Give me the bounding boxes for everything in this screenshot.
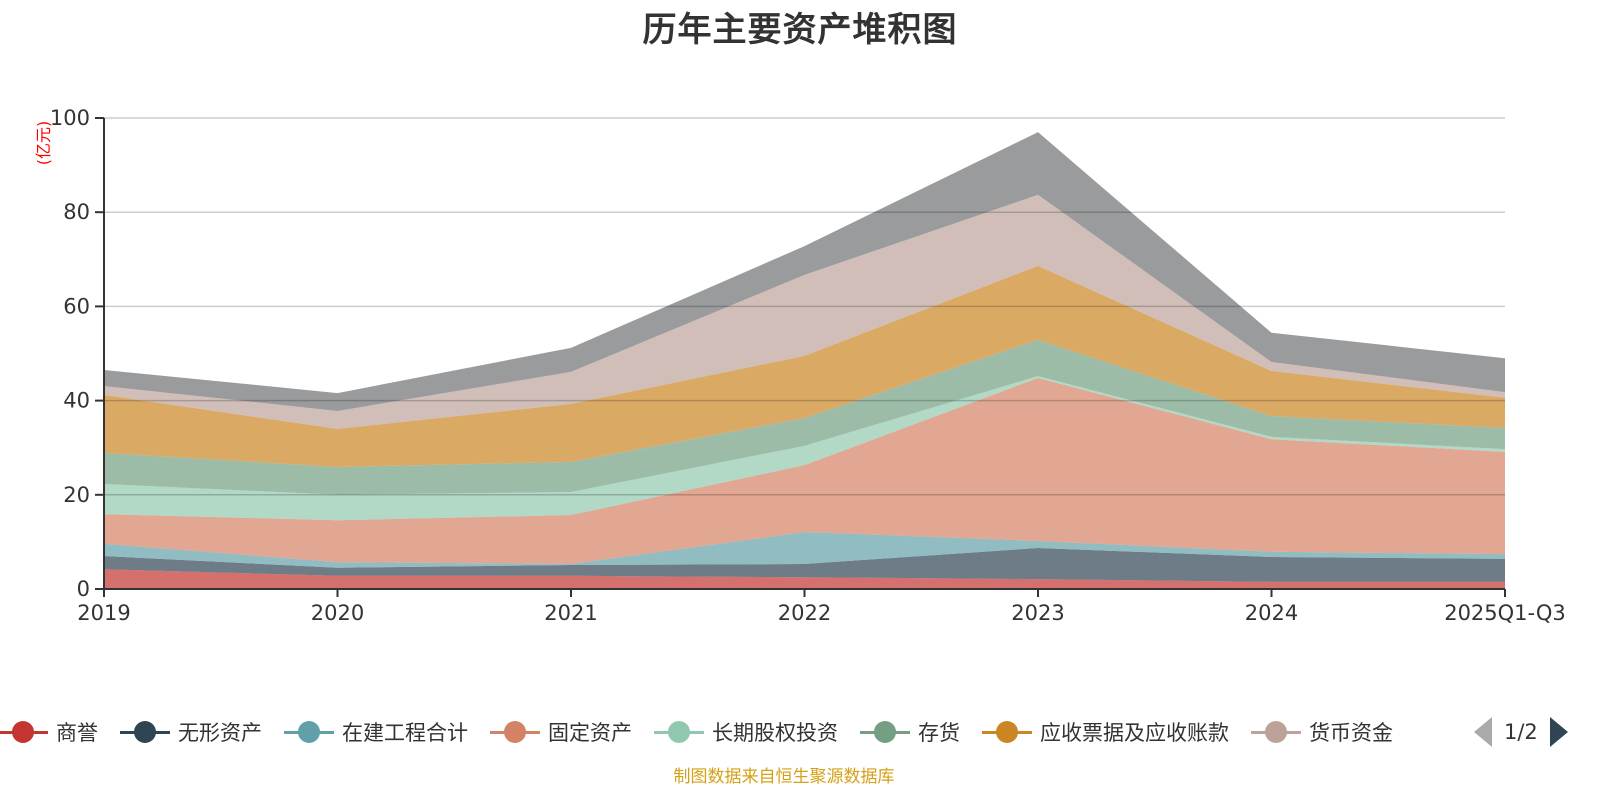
area-series-6 <box>104 339 1505 495</box>
legend-marker-icon <box>982 720 1032 744</box>
legend-marker-icon <box>1251 720 1301 744</box>
area-series-3 <box>104 532 1505 568</box>
area-series-7 <box>104 265 1505 468</box>
legend-marker-icon <box>654 720 704 744</box>
legend-next-page-button[interactable] <box>1549 717 1568 747</box>
legend-prev-page-button[interactable] <box>1474 717 1492 747</box>
area-series-1 <box>104 569 1505 589</box>
x-tick-label: 2021 <box>544 601 597 625</box>
y-tick-label: 40 <box>63 389 90 413</box>
y-tick-label: 0 <box>77 577 90 601</box>
legend-label: 应收票据及应收账款 <box>1040 721 1229 745</box>
legend-page-indicator: 1/2 <box>1504 720 1538 744</box>
legend-label: 长期股权投资 <box>712 721 838 745</box>
legend-item[interactable]: 存货 <box>860 717 960 747</box>
area-series-9 <box>104 132 1505 411</box>
y-tick-label: 100 <box>50 106 90 130</box>
y-tick-label: 80 <box>63 200 90 224</box>
y-axis-unit-label: (亿元) <box>34 121 53 166</box>
legend-label: 货币资金 <box>1309 721 1393 745</box>
legend-item[interactable]: 在建工程合计 <box>284 717 468 747</box>
legend-marker-icon <box>860 720 910 744</box>
legend-item[interactable]: 商誉 <box>0 717 98 747</box>
x-tick-label: 2025Q1-Q3 <box>1444 601 1566 625</box>
legend-label: 商誉 <box>56 721 98 745</box>
legend-label: 固定资产 <box>548 721 632 745</box>
x-tick-label: 2022 <box>778 601 831 625</box>
legend-label: 存货 <box>918 721 960 745</box>
legend-item[interactable]: 应收票据及应收账款 <box>982 717 1229 747</box>
legend-pager: 1/2 <box>1470 712 1600 752</box>
legend-item[interactable]: 无形资产 <box>120 717 262 747</box>
x-tick-label: 2020 <box>311 601 364 625</box>
axes: 0 20 40 60 80 100 2019 2020 2021 2022 2023 2024 2025… <box>50 106 1566 625</box>
area-series-2 <box>104 548 1505 582</box>
area-series <box>104 132 1505 589</box>
legend-label: 在建工程合计 <box>342 721 468 745</box>
x-tick-label: 2019 <box>77 601 130 625</box>
legend-marker-icon <box>0 720 48 744</box>
y-tick-label: 20 <box>63 483 90 507</box>
legend-item[interactable]: 货币资金 <box>1251 717 1393 747</box>
legend-marker-icon <box>120 720 170 744</box>
legend-marker-icon <box>284 720 334 744</box>
chart-title: 历年主要资产堆积图 <box>642 10 958 50</box>
area-series-4 <box>104 377 1505 565</box>
legend-item[interactable]: 固定资产 <box>490 717 632 747</box>
area-series-5 <box>104 376 1505 521</box>
legend-label: 无形资产 <box>178 721 262 745</box>
x-tick-label: 2024 <box>1245 601 1298 625</box>
legend-item[interactable]: 长期股权投资 <box>654 717 838 747</box>
x-tick-label: 2023 <box>1011 601 1064 625</box>
stacked-area-chart: 0 20 40 60 80 100 2019 2020 2021 2022 2023 2024 2025… <box>34 106 1566 625</box>
y-tick-label: 60 <box>63 294 90 318</box>
source-note: 制图数据来自恒生聚源数据库 <box>673 767 895 787</box>
legend-marker-icon <box>490 720 540 744</box>
area-series-8 <box>104 194 1505 429</box>
legend: 商誉 无形资产 在建工程合计 固定资产 长期股权投资 存货 应收票据及应收账款 货币资金 <box>0 712 1600 752</box>
